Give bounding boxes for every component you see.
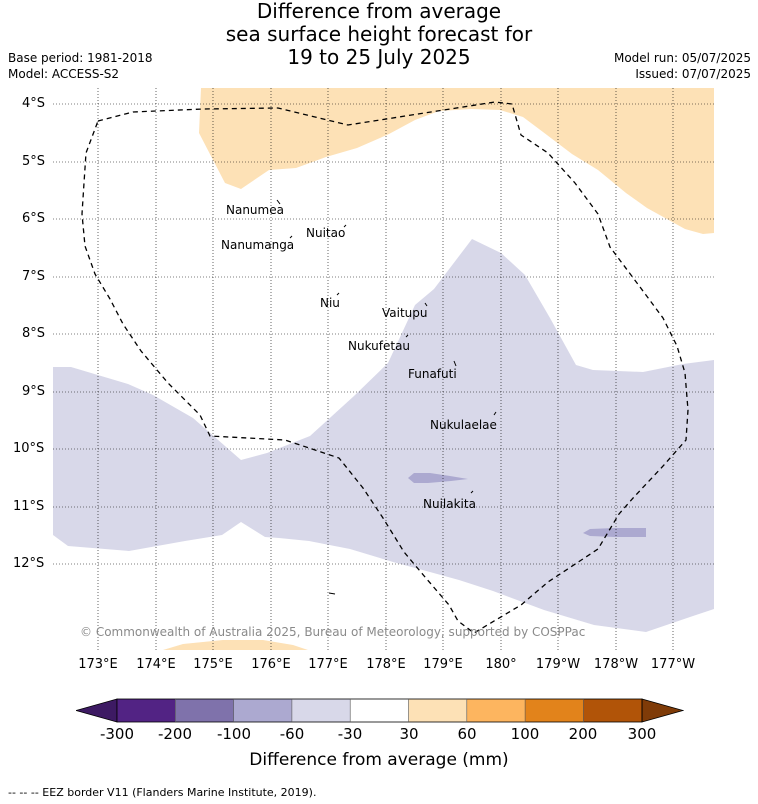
colorbar-tick-9: 300 (627, 725, 657, 743)
lon-label-179e: 179°E (423, 657, 463, 672)
positive-anomaly-patch-south (163, 640, 308, 650)
place-label-nanumea: Nanumea (226, 203, 284, 217)
copyright-notice: © Commonwealth of Australia 2025, Bureau… (80, 625, 586, 639)
lon-label-177e: 177°E (308, 657, 348, 672)
eez-border (81, 101, 689, 634)
colorbar-tick-7: 100 (510, 725, 540, 743)
place-label-nuitao: Nuitao (306, 226, 346, 240)
lat-label-12s: 12°S (13, 556, 45, 571)
colorbar-swatch-6 (408, 699, 467, 722)
islands (276, 199, 497, 595)
colorbar-swatch-4 (291, 699, 351, 722)
eez-footnote: -- -- -- EEZ border V11 (Flanders Marine… (8, 786, 317, 799)
lat-label-7s: 7°S (22, 269, 46, 284)
colorbar-tick-0: -300 (99, 725, 135, 743)
place-label-nukulaelae: Nukulaelae (430, 418, 497, 432)
colorbar-tick-4: -30 (337, 725, 363, 743)
model-run: Model run: 05/07/2025 (613, 51, 751, 65)
colorbar-swatch-9 (583, 699, 642, 722)
colorbar-tick-5: 30 (399, 725, 419, 743)
colorbar-title: Difference from average (mm) (249, 750, 509, 770)
colorbar-swatch-2 (175, 699, 234, 722)
title-line-2: sea surface height forecast for (225, 22, 533, 46)
lat-label-9s: 9°S (22, 384, 46, 399)
negative-patch-east (583, 528, 646, 537)
colorbar-tick-1: -200 (157, 725, 193, 743)
negative-anomaly-region (53, 239, 714, 632)
colorbar-tick-6: 60 (457, 725, 477, 743)
lon-label-179w: 179°W (535, 657, 581, 672)
place-label-nuilakita: Nuilakita (423, 497, 476, 511)
lon-label-174e: 174°E (136, 657, 176, 672)
lat-label-5s: 5°S (22, 154, 46, 169)
lat-label-10s: 10°S (13, 441, 45, 456)
colorbar-swatch-5 (350, 699, 409, 722)
colorbar-swatch-1 (117, 699, 176, 722)
lon-label-177w: 177°W (650, 657, 696, 672)
map-plot (53, 88, 714, 650)
graticule (53, 88, 714, 650)
lon-label-178e: 178°E (366, 657, 406, 672)
title-line-1: Difference from average (256, 0, 502, 23)
colorbar-tick-3: -60 (279, 725, 305, 743)
place-label-funafuti: Funafuti (408, 367, 457, 381)
colorbar-tick-8: 200 (568, 725, 598, 743)
lat-label-8s: 8°S (22, 326, 46, 341)
negative-patch-west (408, 473, 468, 483)
place-label-niu: Niu (320, 296, 340, 310)
model-name: Model: ACCESS-S2 (8, 67, 120, 81)
colorbar-tick-2: -100 (216, 725, 252, 743)
lon-label-176e: 176°E (251, 657, 291, 672)
lat-label-6s: 6°S (22, 211, 46, 226)
lat-label-4s: 4°S (22, 96, 46, 111)
lon-label-178w: 178°W (593, 657, 639, 672)
base-period: Base period: 1981-2018 (8, 51, 153, 65)
lat-label-11s: 11°S (13, 499, 45, 514)
colorbar-swatch-3 (233, 699, 292, 722)
lon-label-173e: 173°E (78, 657, 118, 672)
lon-label-175e: 175°E (193, 657, 233, 672)
colorbar-extend-low (76, 698, 118, 723)
title-line-3: 19 to 25 July 2025 (287, 45, 471, 69)
colorbar-extend-high (641, 698, 684, 723)
place-label-nukufetau: Nukufetau (348, 339, 411, 353)
lon-label-180: 180° (485, 657, 517, 672)
colorbar (76, 698, 684, 723)
place-label-nanumanga: Nanumanga (221, 238, 295, 252)
place-label-vaitupu: Vaitupu (382, 306, 428, 320)
issued-date: Issued: 07/07/2025 (635, 67, 751, 81)
colorbar-swatch-7 (466, 699, 526, 722)
colorbar-swatch-8 (525, 699, 584, 722)
